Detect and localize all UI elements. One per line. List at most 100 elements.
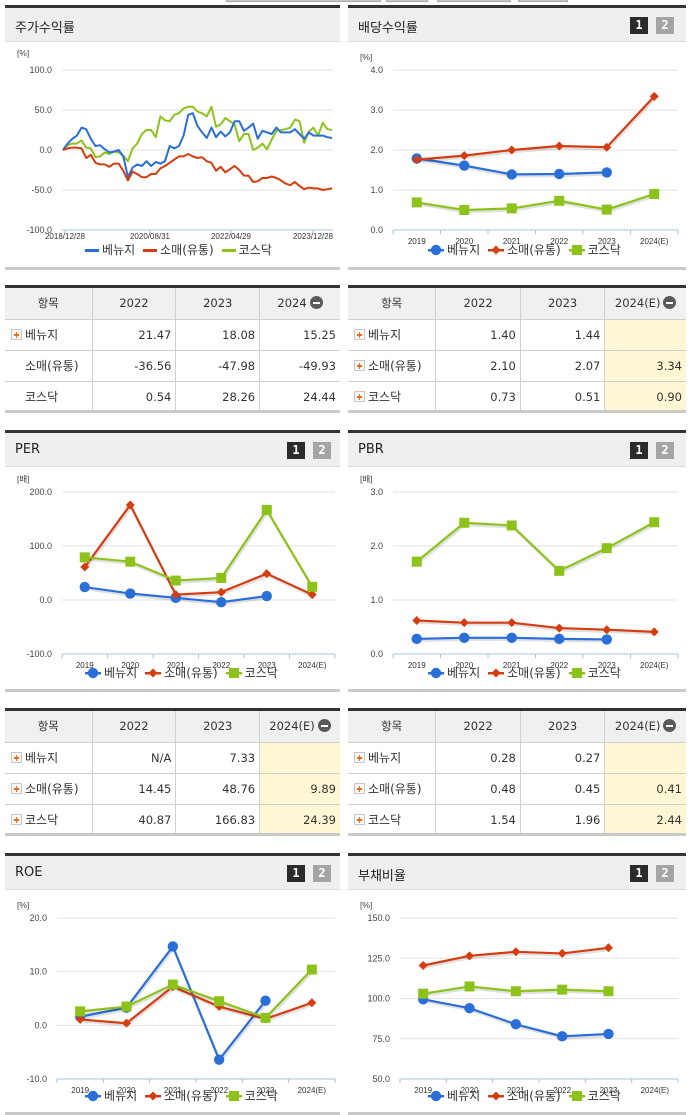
point-marker[interactable]	[649, 91, 659, 101]
legend-item-venuzi[interactable]: 베뉴지	[85, 241, 135, 258]
expand-plus-icon[interactable]	[354, 752, 365, 763]
point-marker[interactable]	[554, 633, 565, 645]
point-marker[interactable]	[601, 543, 612, 554]
point-marker[interactable]	[459, 151, 469, 161]
legend-item-kosdaq[interactable]: 코스닥	[225, 664, 278, 681]
point-marker[interactable]	[411, 197, 422, 208]
point-marker[interactable]	[604, 943, 613, 953]
point-marker[interactable]	[122, 1018, 131, 1028]
point-marker[interactable]	[214, 996, 225, 1007]
expand-plus-icon[interactable]	[354, 360, 365, 371]
point-marker[interactable]	[554, 623, 564, 633]
page-1-button[interactable]: 1	[630, 865, 648, 882]
page-1-button[interactable]: 1	[287, 442, 305, 459]
collapse-icon[interactable]	[663, 719, 677, 733]
point-marker[interactable]	[554, 141, 564, 151]
point-marker[interactable]	[554, 168, 565, 180]
page-2-button[interactable]: 2	[656, 865, 674, 882]
point-marker[interactable]	[510, 986, 521, 997]
legend-item-kosdaq[interactable]: 코스닥	[568, 664, 621, 681]
point-marker[interactable]	[411, 633, 422, 645]
top-tab[interactable]	[437, 0, 511, 2]
row-label[interactable]: 소매(유통)	[348, 773, 437, 805]
point-marker[interactable]	[214, 1002, 224, 1012]
point-marker[interactable]	[557, 984, 568, 995]
point-marker[interactable]	[170, 575, 181, 586]
point-marker[interactable]	[79, 581, 90, 593]
point-marker[interactable]	[601, 634, 612, 645]
point-marker[interactable]	[418, 960, 428, 970]
point-marker[interactable]	[125, 556, 136, 567]
point-marker[interactable]	[459, 517, 470, 528]
point-marker[interactable]	[465, 951, 474, 961]
collapse-icon[interactable]	[317, 719, 331, 733]
point-marker[interactable]	[262, 569, 272, 579]
point-marker[interactable]	[464, 981, 475, 992]
point-marker[interactable]	[459, 618, 469, 628]
point-marker[interactable]	[649, 627, 659, 637]
point-marker[interactable]	[411, 556, 422, 567]
point-marker[interactable]	[506, 632, 517, 643]
legend-item-venuzi[interactable]: 베뉴지	[428, 1087, 480, 1104]
point-marker[interactable]	[216, 596, 227, 608]
point-marker[interactable]	[216, 587, 226, 597]
point-marker[interactable]	[306, 964, 317, 975]
page-1-button[interactable]: 1	[287, 865, 305, 882]
legend-item-kosdaq[interactable]: 코스닥	[221, 241, 272, 258]
collapse-icon[interactable]	[309, 296, 323, 310]
row-label[interactable]: 코스닥	[348, 804, 437, 836]
page-1-button[interactable]: 1	[630, 442, 648, 459]
point-marker[interactable]	[459, 160, 470, 171]
point-marker[interactable]	[511, 947, 521, 957]
point-marker[interactable]	[459, 205, 470, 215]
legend-item-kosdaq[interactable]: 코스닥	[225, 1087, 278, 1104]
point-marker[interactable]	[412, 616, 422, 626]
point-marker[interactable]	[75, 1014, 85, 1024]
page-2-button[interactable]: 2	[313, 865, 331, 882]
point-marker[interactable]	[125, 500, 135, 510]
row-label[interactable]: 소매(유통)	[348, 350, 437, 382]
point-marker[interactable]	[121, 1001, 132, 1012]
legend-item-retail[interactable]: 소매(유통)	[143, 241, 214, 258]
point-marker[interactable]	[506, 203, 517, 214]
point-marker[interactable]	[571, 244, 582, 255]
point-marker[interactable]	[167, 979, 178, 990]
top-tab[interactable]	[226, 0, 381, 2]
point-marker[interactable]	[213, 1054, 225, 1065]
point-marker[interactable]	[75, 1006, 86, 1017]
legend-item-retail[interactable]: 소매(유통)	[488, 241, 561, 258]
legend-item-retail[interactable]: 소매(유통)	[145, 1087, 218, 1104]
point-marker[interactable]	[216, 572, 227, 583]
row-label[interactable]: 베뉴지	[5, 319, 93, 351]
point-marker[interactable]	[430, 1090, 442, 1101]
page-1-button[interactable]: 1	[630, 17, 648, 34]
point-marker[interactable]	[571, 667, 582, 678]
point-marker[interactable]	[148, 1091, 158, 1100]
point-marker[interactable]	[412, 155, 422, 165]
page-2-button[interactable]: 2	[313, 442, 331, 459]
point-marker[interactable]	[601, 204, 612, 215]
point-marker[interactable]	[430, 667, 442, 678]
point-marker[interactable]	[459, 632, 470, 643]
point-marker[interactable]	[261, 504, 272, 515]
point-marker[interactable]	[491, 668, 501, 677]
point-marker[interactable]	[307, 590, 317, 600]
row-label[interactable]: 베뉴지	[348, 319, 437, 351]
top-tab[interactable]	[386, 0, 428, 2]
point-marker[interactable]	[556, 1031, 568, 1042]
point-marker[interactable]	[307, 581, 318, 592]
point-marker[interactable]	[87, 1090, 99, 1101]
legend-item-venuzi[interactable]: 베뉴지	[85, 1087, 137, 1104]
point-marker[interactable]	[125, 588, 136, 599]
expand-plus-icon[interactable]	[11, 814, 22, 825]
point-marker[interactable]	[261, 590, 272, 602]
row-label[interactable]: 베뉴지	[348, 742, 437, 774]
expand-plus-icon[interactable]	[11, 783, 22, 794]
legend-item-retail[interactable]: 소매(유통)	[488, 1087, 561, 1104]
point-marker[interactable]	[507, 145, 517, 155]
point-marker[interactable]	[557, 948, 567, 958]
point-marker[interactable]	[554, 565, 565, 576]
row-label[interactable]: 소매(유통)	[5, 773, 93, 805]
point-marker[interactable]	[491, 1091, 501, 1100]
legend-item-kosdaq[interactable]: 코스닥	[568, 241, 621, 258]
